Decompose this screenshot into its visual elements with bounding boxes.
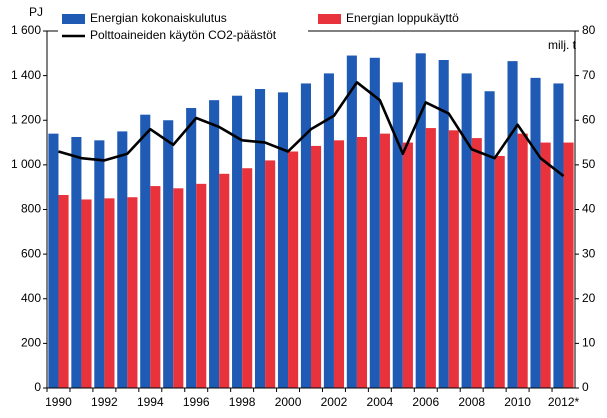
bar [563, 142, 574, 388]
x-tick-label: 2012* [548, 395, 580, 409]
y2-tick-label: 60 [582, 112, 596, 126]
legend-swatch [62, 14, 85, 24]
y2-axis-label: milj. t [548, 38, 577, 52]
legend-swatch [318, 14, 341, 24]
bar [448, 130, 459, 388]
y2-tick-label: 30 [582, 246, 596, 260]
y2-tick-label: 0 [582, 380, 589, 394]
bar [232, 95, 243, 389]
bar [415, 53, 426, 388]
bar [71, 136, 82, 388]
x-tick-label: 2008 [458, 395, 485, 409]
legend-label: Energian kokonaiskulutus [90, 11, 227, 25]
bar [242, 168, 253, 388]
bar [94, 140, 105, 388]
bar [209, 100, 220, 388]
bar [530, 77, 541, 388]
bar [58, 194, 69, 388]
bar [81, 199, 92, 388]
x-tick-label: 2000 [275, 395, 302, 409]
y-tick-label: 1 000 [11, 157, 41, 171]
y-tick-label: 600 [21, 246, 41, 260]
bar [277, 92, 289, 388]
bar [323, 73, 334, 389]
line [58, 81, 565, 178]
y2-tick-label: 70 [582, 68, 596, 82]
bar [356, 136, 368, 388]
bar [471, 138, 482, 388]
bar [553, 83, 564, 388]
y2-tick-label: 40 [582, 202, 596, 216]
bar [186, 107, 197, 389]
y2-tick-label: 10 [582, 336, 596, 350]
bar [127, 197, 138, 388]
x-tick-label: 1996 [183, 395, 210, 409]
bar [369, 57, 380, 389]
x-tick-label: 1994 [137, 395, 164, 409]
bar [507, 61, 518, 388]
y-tick-label: 1 600 [11, 23, 41, 37]
bar [379, 133, 390, 388]
y-tick-label: 800 [21, 202, 41, 216]
x-tick-label: 2010 [504, 395, 531, 409]
x-tick-label: 1990 [45, 395, 72, 409]
x-tick-label: 2004 [367, 395, 394, 409]
y-axis-label: PJ [29, 5, 43, 19]
bar [300, 83, 311, 388]
bar [346, 55, 357, 388]
legend-label: Polttoaineiden käytön CO2-päästöt [90, 28, 277, 42]
bar [484, 91, 495, 389]
y2-tick-label: 20 [582, 291, 596, 305]
x-tick-label: 1992 [91, 395, 118, 409]
bar [425, 128, 436, 388]
bar [173, 188, 184, 388]
legend-background [58, 28, 308, 44]
bar [196, 183, 207, 388]
bar [117, 131, 128, 388]
bar [150, 186, 161, 388]
y2-tick-label: 50 [582, 157, 596, 171]
bar [254, 89, 266, 388]
bar [288, 151, 299, 388]
bar [140, 114, 151, 388]
bar [494, 155, 505, 388]
y-tick-label: 1 200 [11, 112, 41, 126]
bar [265, 160, 276, 388]
y-tick-label: 400 [21, 291, 41, 305]
y-tick-label: 1 400 [11, 68, 41, 82]
y-tick-label: 200 [21, 336, 41, 350]
bar [219, 173, 230, 388]
bar [48, 133, 59, 388]
bar [311, 145, 322, 388]
x-tick-label: 2006 [412, 395, 439, 409]
bar [517, 133, 528, 388]
bar [438, 60, 449, 388]
bar [104, 198, 115, 388]
y-tick-label: 0 [34, 380, 41, 394]
x-tick-label: 1998 [229, 395, 256, 409]
bar [163, 120, 174, 388]
bar [392, 82, 403, 388]
bar [540, 142, 551, 388]
bar [402, 142, 413, 388]
y2-tick-label: 80 [582, 23, 596, 37]
bar [461, 73, 472, 389]
legend-label: Energian loppukäyttö [346, 11, 459, 25]
plot-frame [46, 30, 576, 389]
x-tick-label: 2002 [321, 395, 348, 409]
bar [333, 140, 345, 388]
